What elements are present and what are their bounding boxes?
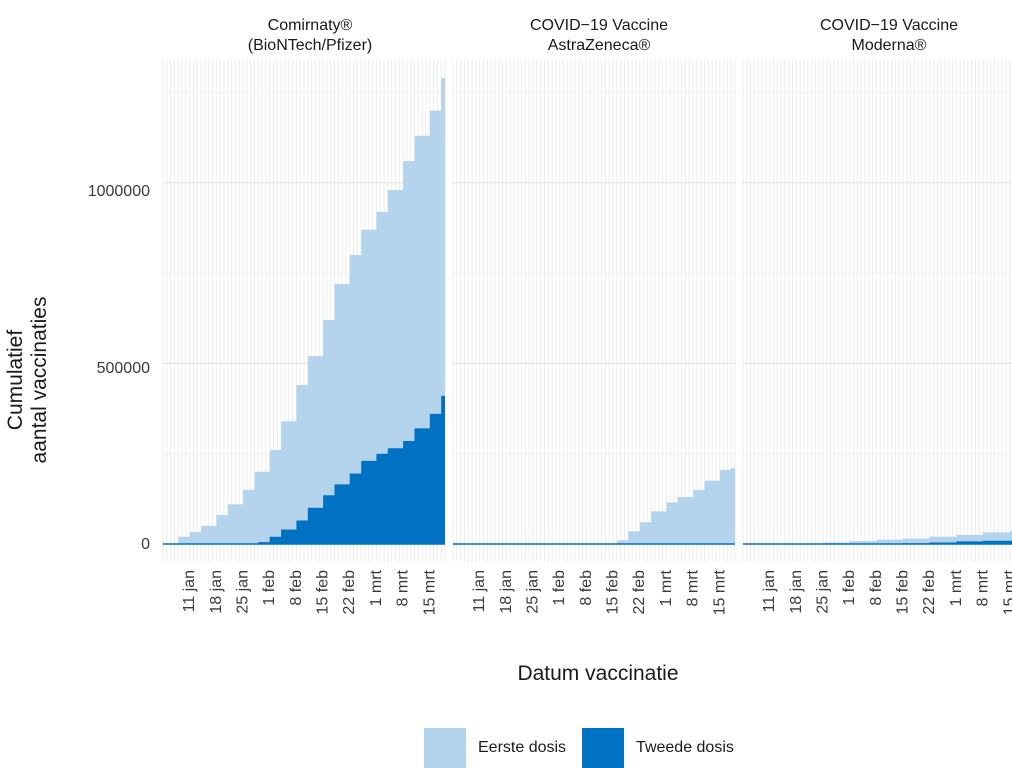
area-tweede-dosis-panel-1 <box>170 395 445 544</box>
x-tick-label: 1 feb <box>841 570 858 606</box>
x-tick-label: 22 feb <box>921 570 938 615</box>
x-tick-label: 1 feb <box>261 570 278 606</box>
x-tick-label: 1 mrt <box>368 569 385 606</box>
x-tick-label: 8 feb <box>868 570 885 606</box>
x-tick-label: 11 jan <box>471 570 488 612</box>
x-tick-label: 8 mrt <box>975 569 992 606</box>
x-tick-label: 11 jan <box>181 570 198 612</box>
y-tick-label-0: 0 <box>141 536 150 553</box>
x-tick-label: 1 mrt <box>948 569 965 606</box>
x-tick-label: 15 mrt <box>421 569 438 615</box>
x-axis-title: Datum vaccinatie <box>517 662 679 685</box>
x-tick-label: 15 feb <box>315 570 332 615</box>
x-tick-label: 8 mrt <box>685 569 702 606</box>
facet-title-3-line2: Moderna® <box>851 37 927 54</box>
x-tick-label: 8 mrt <box>395 569 412 606</box>
facet-title-2-line2: AstraZeneca® <box>547 37 651 54</box>
facet-title-1: Comirnaty® (BioNTech/Pfizer) <box>165 16 455 56</box>
x-tick-label: 8 feb <box>288 570 305 606</box>
x-tick-label: 1 feb <box>551 570 568 606</box>
legend: Eerste dosis Tweede dosis <box>424 728 750 768</box>
legend-swatch-eerste <box>424 728 466 768</box>
area-eerste-dosis-panel-2 <box>460 468 735 544</box>
x-tick-label: 11 jan <box>761 570 778 612</box>
x-tick-label: 8 feb <box>578 570 595 606</box>
x-tick-label: 22 feb <box>631 570 648 615</box>
facet-title-3: COVID−19 Vaccine Moderna® <box>744 16 1012 56</box>
x-tick-label: 18 jan <box>208 570 225 614</box>
facet-title-1-line2: (BioNTech/Pfizer) <box>247 37 373 54</box>
area-tweede-dosis-panel-3 <box>750 540 1012 544</box>
x-tick-label: 25 jan <box>235 570 252 614</box>
x-tick-label: 18 jan <box>788 570 805 614</box>
x-tick-label: 15 mrt <box>1001 569 1012 615</box>
facet-title-3-line1: COVID−19 Vaccine <box>820 17 958 34</box>
legend-label-eerste: Eerste dosis <box>478 739 567 756</box>
panel-background-3 <box>743 60 1012 562</box>
legend-swatch-tweede <box>582 728 625 768</box>
x-tick-label: 1 mrt <box>658 569 675 606</box>
facet-title-2-line1: COVID−19 Vaccine <box>530 17 668 34</box>
x-tick-label: 25 jan <box>815 570 832 614</box>
x-tick-label: 25 jan <box>525 570 542 614</box>
facet-title-1-line1: Comirnaty® <box>267 17 353 34</box>
area-eerste-dosis-panel-3 <box>750 531 1012 544</box>
x-tick-label: 15 feb <box>895 570 912 615</box>
area-eerste-dosis-panel-1 <box>170 78 445 544</box>
facet-title-2: COVID−19 Vaccine AstraZeneca® <box>454 16 744 56</box>
y-axis-title: Cumulatief aantal vaccinaties <box>4 296 51 464</box>
x-tick-label: 15 feb <box>605 570 622 615</box>
x-tick-label: 15 mrt <box>711 569 728 615</box>
y-tick-label-1000000: 1000000 <box>87 183 150 200</box>
x-tick-label: 18 jan <box>498 570 515 614</box>
legend-label-tweede: Tweede dosis <box>636 739 734 756</box>
x-tick-label: 22 feb <box>341 570 358 615</box>
y-tick-label-500000: 500000 <box>96 360 150 377</box>
